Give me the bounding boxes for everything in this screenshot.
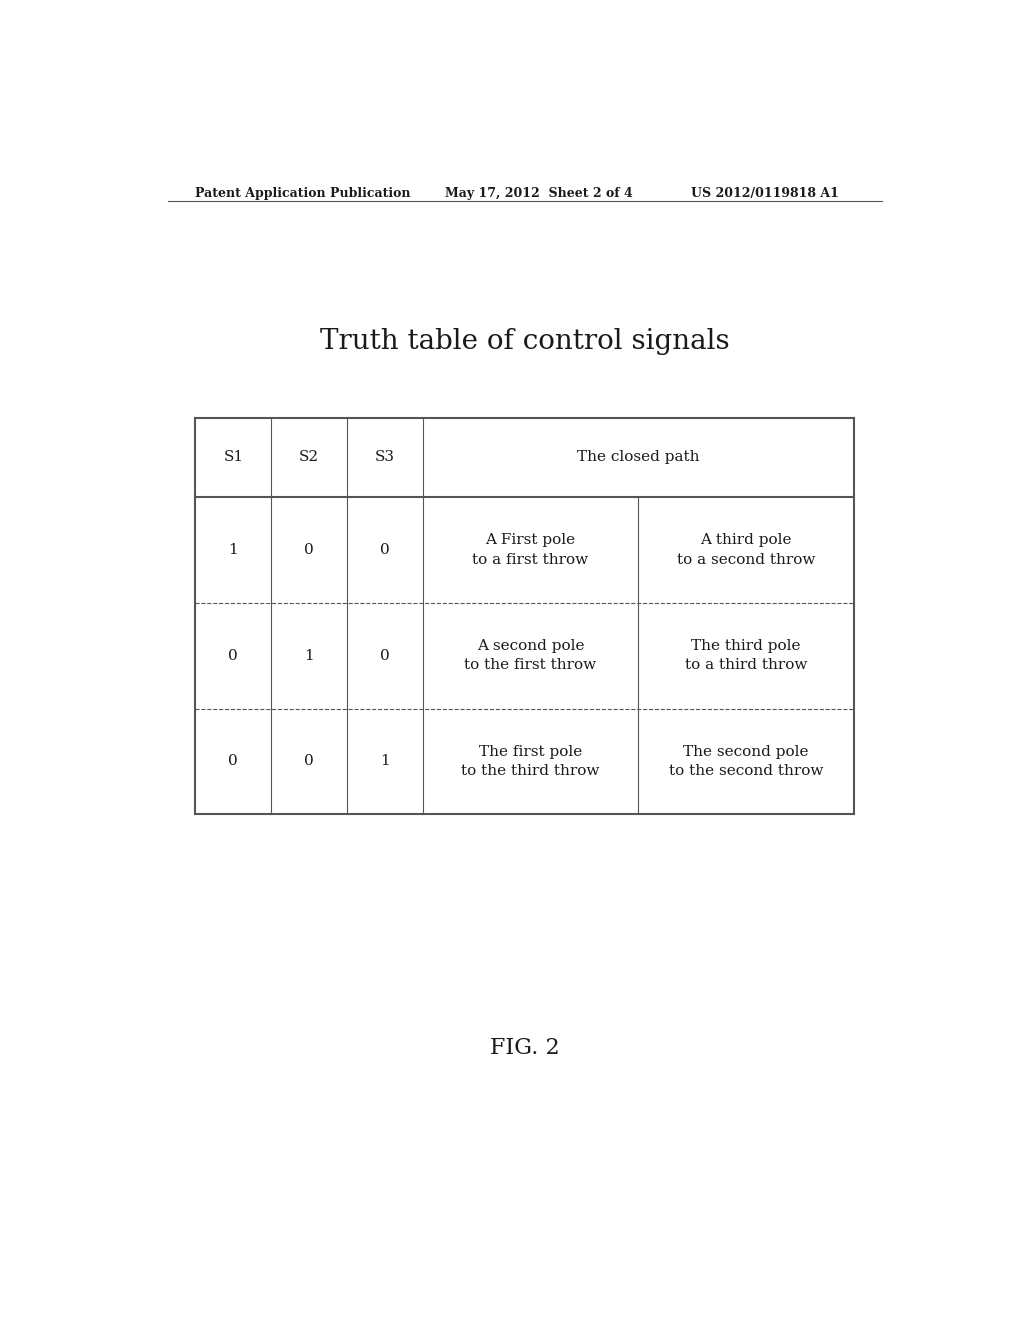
Text: 0: 0 bbox=[228, 648, 239, 663]
Text: May 17, 2012  Sheet 2 of 4: May 17, 2012 Sheet 2 of 4 bbox=[445, 187, 633, 199]
Text: The third pole
to a third throw: The third pole to a third throw bbox=[685, 639, 807, 672]
Text: US 2012/0119818 A1: US 2012/0119818 A1 bbox=[691, 187, 840, 199]
Text: The closed path: The closed path bbox=[578, 450, 699, 465]
Text: 1: 1 bbox=[304, 648, 314, 663]
Text: 1: 1 bbox=[380, 754, 390, 768]
Text: S2: S2 bbox=[299, 450, 319, 465]
Text: 0: 0 bbox=[380, 648, 390, 663]
Text: A second pole
to the first throw: A second pole to the first throw bbox=[464, 639, 596, 672]
Text: 0: 0 bbox=[380, 543, 390, 557]
Text: 1: 1 bbox=[228, 543, 239, 557]
Text: FIG. 2: FIG. 2 bbox=[490, 1036, 559, 1059]
Text: The second pole
to the second throw: The second pole to the second throw bbox=[669, 744, 823, 777]
Text: S3: S3 bbox=[375, 450, 395, 465]
Text: The first pole
to the third throw: The first pole to the third throw bbox=[461, 744, 600, 777]
Text: S1: S1 bbox=[223, 450, 244, 465]
Text: A First pole
to a first throw: A First pole to a first throw bbox=[472, 533, 589, 566]
Text: Patent Application Publication: Patent Application Publication bbox=[196, 187, 411, 199]
Text: 0: 0 bbox=[228, 754, 239, 768]
Text: 0: 0 bbox=[304, 754, 314, 768]
Text: 0: 0 bbox=[304, 543, 314, 557]
Text: A third pole
to a second throw: A third pole to a second throw bbox=[677, 533, 815, 566]
Text: Truth table of control signals: Truth table of control signals bbox=[319, 327, 730, 355]
